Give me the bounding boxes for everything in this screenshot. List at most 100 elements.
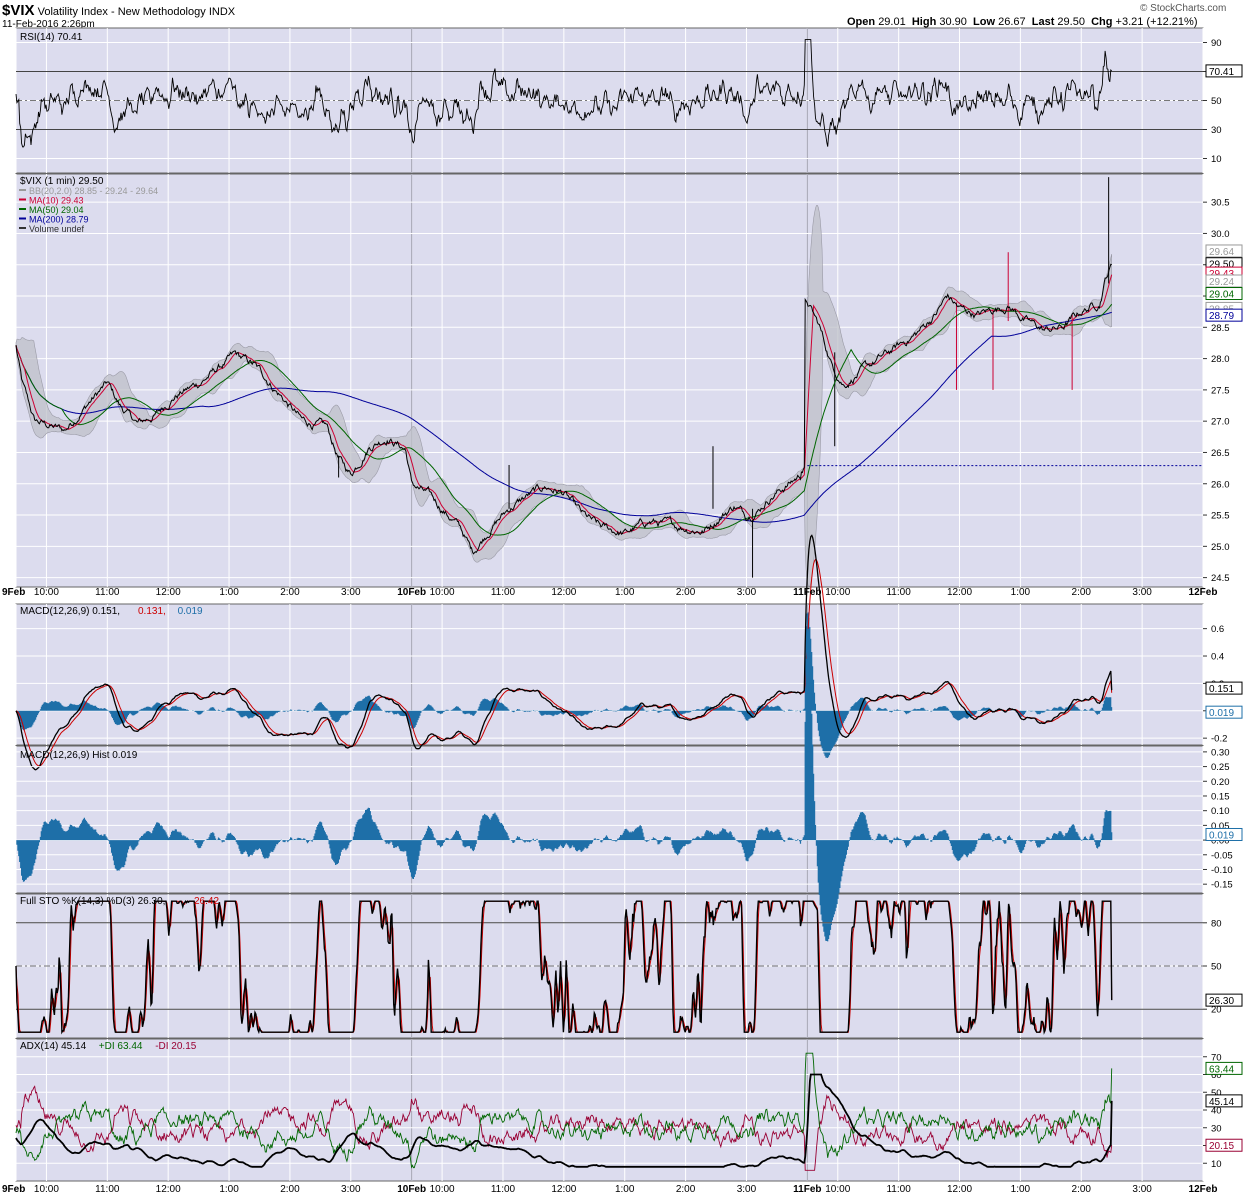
legend-item: 0.019	[178, 606, 203, 617]
legend-item: MA(50) 29.04	[29, 205, 84, 215]
price-panel-content: 30.530.029.529.028.528.027.527.026.526.0…	[15, 176, 1243, 588]
time-axis-label: 10:00	[34, 1184, 59, 1195]
y-tick-label: 0.15	[1211, 791, 1230, 802]
time-axis-label: 11:00	[491, 587, 516, 598]
high-value: 30.90	[939, 16, 967, 28]
y-tick-label: 50	[1211, 962, 1222, 973]
histogram-legend: MACD(12,26,9) Hist 0.019	[20, 750, 138, 761]
time-axis-label: 10:00	[34, 587, 59, 598]
y-tick-label: 28.0	[1211, 354, 1230, 365]
value-badge-label: 28.79	[1209, 311, 1234, 322]
panel-hist-background	[15, 745, 1204, 894]
stochastic-panel-content: 80 50 20 Full STO %K(14,3) %D(3) 26.30, 26.4…	[15, 896, 1243, 1035]
ma10-line	[15, 274, 1113, 552]
legend-item: BB(20,2.0) 28.85 - 29.24 - 29.64	[29, 186, 158, 196]
time-axis-label: 3:00	[341, 1184, 361, 1195]
y-tick-label: -0.10	[1211, 865, 1233, 876]
y-tick-label: -0.2	[1211, 734, 1227, 745]
time-axis-label: 10Feb	[397, 1184, 426, 1195]
legend-swatch	[19, 198, 26, 201]
time-axis-label: 10:00	[825, 587, 850, 598]
time-axis-label: 12:00	[551, 1184, 576, 1195]
legend-item: MACD(12,26,9) 0.151,	[20, 606, 120, 617]
time-axis-label: 11Feb	[793, 587, 821, 598]
y-tick-label: 20	[1211, 1005, 1222, 1016]
legend-item: Full STO %K(14,3) %D(3) 26.30,	[20, 896, 165, 907]
value-badge-label: 29.50	[1209, 260, 1234, 271]
value-badge	[1205, 993, 1243, 1007]
time-axis-label: 12Feb	[1189, 1184, 1218, 1195]
time-axis-label: 10Feb	[397, 587, 426, 598]
macd-line	[15, 534, 1113, 771]
legend-item: ADX(14) 45.14	[20, 1041, 87, 1052]
time-axis-label: 2:00	[1072, 587, 1092, 598]
time-axis-label: 1:00	[615, 587, 635, 598]
legend-item: $VIX (1 min) 29.50	[20, 176, 104, 187]
value-badge-label: 29.24	[1209, 277, 1234, 288]
y-tick-label: 28.5	[1211, 323, 1230, 334]
y-tick-label: 30.0	[1211, 229, 1230, 240]
sto-k-line	[15, 899, 1113, 1035]
legend-swatch	[19, 227, 26, 229]
histogram-panel-content: 0.30 0.25 0.20 0.15 0.10 0.05 0.00 -0.05 -0.10 -0…	[16, 628, 1243, 942]
time-axis-label: 9Feb	[2, 1184, 25, 1195]
y-tick-label: 70	[1211, 1052, 1222, 1063]
value-badge	[1205, 64, 1243, 78]
time-axis-label: 2:00	[280, 1184, 300, 1195]
time-axis-label: 2:00	[676, 1184, 696, 1195]
time-axis-label: 11:00	[95, 1184, 120, 1195]
value-badge	[1205, 705, 1243, 719]
time-axis-label: 1:00	[219, 587, 239, 598]
value-badge	[1205, 681, 1243, 695]
plus-di-line	[15, 1052, 1113, 1169]
legend-item: -DI 20.15	[155, 1041, 197, 1052]
rsi-legend: RSI(14) 70.41	[20, 32, 83, 43]
legend-swatch	[19, 189, 26, 191]
time-axis-label: 10:00	[825, 1184, 850, 1195]
time-axis: 9Feb 10:00 11:00 12:00 1:00 2:00 3:00 10Feb 10:0…	[2, 587, 1217, 1195]
legend-item: MA(10) 29.43	[29, 196, 84, 206]
chart-datetime: 11-Feb-2016 2:26pm	[2, 19, 95, 30]
y-tick-label: 25.0	[1211, 542, 1230, 553]
time-axis-label: 1:00	[615, 1184, 635, 1195]
value-badge	[1205, 1138, 1243, 1152]
y-tick-label: 0.30	[1211, 747, 1230, 758]
quote-summary: Open 29.01 High 30.90 Low 26.67 Last 29.…	[847, 16, 1198, 28]
y-tick-label: 27.5	[1211, 385, 1230, 396]
time-axis-label: 11Feb	[793, 1184, 821, 1195]
y-tick-label: 80	[1211, 918, 1222, 929]
low-value: 26.67	[998, 16, 1026, 28]
y-tick-label: 30	[1211, 125, 1222, 136]
y-tick-label: 40	[1211, 1106, 1222, 1117]
legend-swatch	[19, 217, 26, 220]
value-badge	[1205, 274, 1243, 288]
y-tick-label: -0.05	[1211, 850, 1233, 861]
y-tick-label: 26.0	[1211, 479, 1230, 490]
time-axis-label: 3:00	[1132, 1184, 1152, 1195]
y-tick-label: 30.5	[1211, 198, 1230, 209]
symbol: $VIX	[2, 2, 35, 19]
time-axis-label: 1:00	[1011, 587, 1031, 598]
chart-header: $VIX Volatility Index - New Methodology …	[2, 2, 235, 19]
price-line	[15, 263, 1112, 555]
time-axis-label: 12:00	[947, 587, 972, 598]
time-axis-label: 12:00	[156, 587, 181, 598]
time-axis-label: 10:00	[430, 587, 455, 598]
y-tick-label: 0.4	[1211, 652, 1224, 663]
value-badge	[1205, 827, 1243, 841]
legend-item: Volume undef	[29, 224, 85, 234]
value-badge-label: 29.04	[1209, 290, 1234, 301]
legend-item: +DI 63.44	[99, 1041, 143, 1052]
value-badge-label: 70.41	[1209, 67, 1234, 78]
legend-item: MA(200) 28.79	[29, 215, 89, 225]
macd-hist-bars	[16, 628, 1113, 942]
adx-line	[15, 1073, 1113, 1168]
exchange: INDX	[208, 6, 236, 18]
y-tick-label: -0.15	[1211, 880, 1233, 891]
time-axis-label: 11:00	[886, 587, 911, 598]
last-value: 29.50	[1057, 16, 1085, 28]
y-tick-label: 30	[1211, 1123, 1222, 1134]
